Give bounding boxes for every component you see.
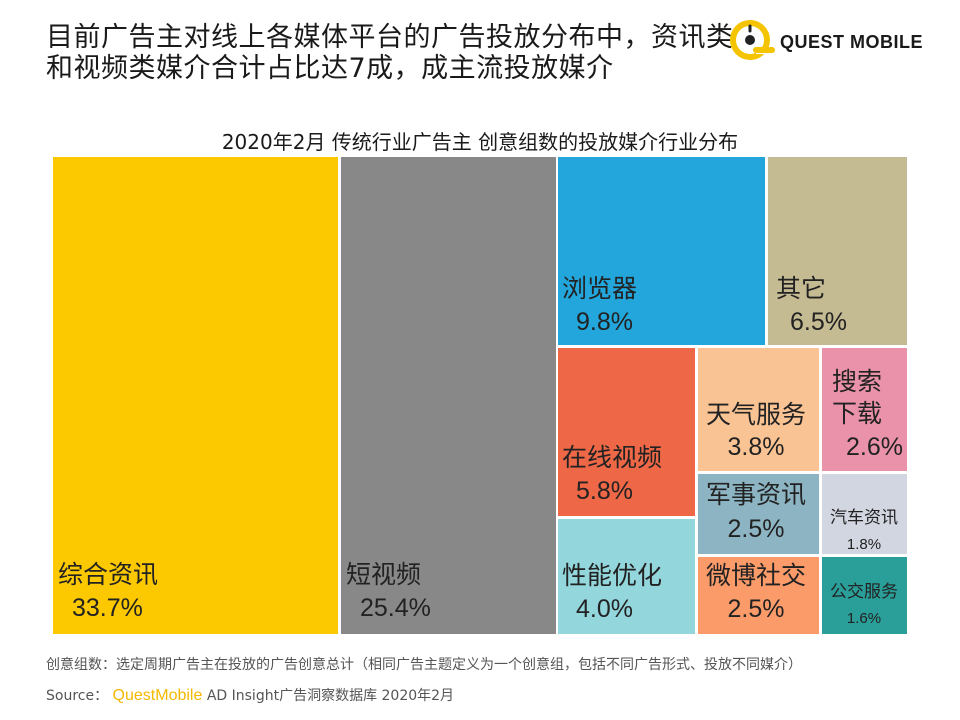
logo-text: QUEST MOBILE bbox=[780, 32, 924, 52]
treemap-tile-其它 bbox=[768, 157, 907, 345]
treemap-label-在线视频: 在线视频 bbox=[562, 443, 662, 472]
treemap-label-天气服务: 天气服务 bbox=[706, 400, 806, 429]
treemap-tile-性能优化 bbox=[558, 519, 695, 634]
treemap-value-公交服务: 1.6% bbox=[847, 610, 881, 627]
treemap-tile-综合资讯 bbox=[53, 157, 338, 634]
treemap-tile-短视频 bbox=[341, 157, 556, 634]
treemap-value-浏览器: 9.8% bbox=[576, 308, 633, 336]
treemap-label-其它: 其它 bbox=[776, 274, 826, 303]
treemap-value-其它: 6.5% bbox=[790, 308, 847, 336]
treemap-value-在线视频: 5.8% bbox=[576, 477, 633, 505]
treemap-tile-搜索下载 bbox=[822, 348, 907, 471]
treemap-label-汽车资讯: 汽车资讯 bbox=[830, 508, 898, 528]
treemap-label-军事资讯: 军事资讯 bbox=[706, 480, 806, 509]
treemap-label-综合资讯: 综合资讯 bbox=[58, 560, 158, 589]
treemap-label-性能优化: 性能优化 bbox=[562, 561, 662, 590]
treemap-label-公交服务: 公交服务 bbox=[830, 582, 898, 602]
treemap-value-天气服务: 3.8% bbox=[728, 433, 785, 461]
treemap-label-搜索下载-1: 搜索 bbox=[832, 367, 882, 396]
treemap-tile-汽车资讯 bbox=[822, 474, 907, 554]
treemap-value-汽车资讯: 1.8% bbox=[847, 536, 881, 553]
treemap-value-搜索下载: 2.6% bbox=[846, 433, 903, 461]
treemap-label-浏览器: 浏览器 bbox=[562, 274, 637, 303]
source-line: Source： QuestMobile AD Insight广告洞察数据库 20… bbox=[46, 685, 454, 705]
treemap-label-搜索下载-2: 下载 bbox=[832, 399, 882, 428]
source-label: Source： bbox=[46, 688, 109, 704]
treemap-tile-天气服务 bbox=[698, 348, 819, 471]
treemap-tile-公交服务 bbox=[822, 557, 907, 634]
treemap-value-综合资讯: 33.7% bbox=[72, 594, 143, 622]
treemap-tile-微博社交 bbox=[698, 557, 819, 634]
source-brand: QuestMobile bbox=[112, 687, 203, 704]
treemap-tile-浏览器 bbox=[558, 157, 765, 345]
treemap-label-短视频: 短视频 bbox=[346, 560, 421, 589]
footnote: 创意组数：选定周期广告主在投放的广告创意总计（相同广告主题定义为一个创意组，包括… bbox=[46, 657, 802, 673]
quest-mobile-logo: QUEST MOBILE bbox=[726, 14, 926, 70]
treemap-value-性能优化: 4.0% bbox=[576, 595, 633, 623]
chart-title: 2020年2月 传统行业广告主 创意组数的投放媒介行业分布 bbox=[221, 130, 739, 154]
treemap-label-微博社交: 微博社交 bbox=[706, 561, 806, 590]
treemap-value-军事资讯: 2.5% bbox=[728, 515, 785, 543]
source-rest: AD Insight广告洞察数据库 2020年2月 bbox=[206, 688, 455, 704]
treemap-value-短视频: 25.4% bbox=[360, 594, 431, 622]
quest-mobile-logo-icon bbox=[730, 20, 775, 60]
treemap-tile-在线视频 bbox=[558, 348, 695, 516]
headline: 目前广告主对线上各媒体平台的广告投放分布中，资讯类和视频类媒介合计占比达7成，成… bbox=[46, 22, 734, 84]
treemap-value-微博社交: 2.5% bbox=[728, 595, 785, 623]
treemap-tile-军事资讯 bbox=[698, 474, 819, 554]
